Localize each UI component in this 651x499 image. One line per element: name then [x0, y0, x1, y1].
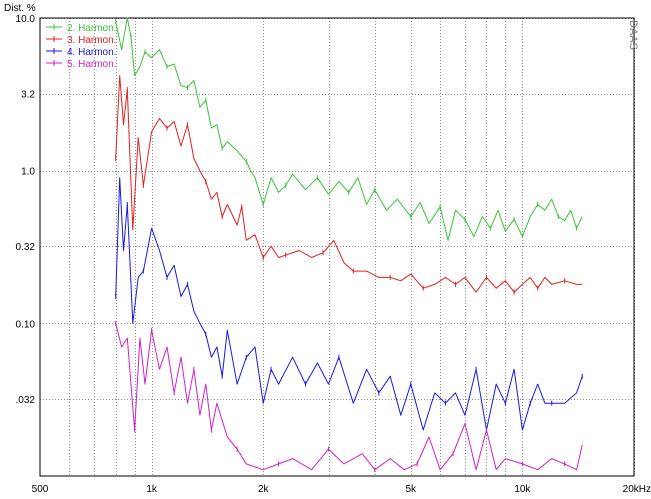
x-tick-label: 5k: [405, 484, 417, 495]
x-tick-label: 1k: [146, 484, 158, 495]
plot-frame: [39, 17, 635, 477]
legend-label: 4. Harmon.: [67, 47, 116, 58]
y-tick-label: 3.2: [21, 90, 35, 101]
legend-label: 2. Harmon.: [67, 23, 116, 34]
x-tick-label: 20kHz: [623, 484, 651, 495]
x-tick-label: 500: [32, 484, 49, 495]
series-line-5-harmonic: [115, 323, 583, 471]
legend-label: 5. Harmon.: [67, 59, 116, 70]
y-tick-label: 10.0: [16, 14, 36, 25]
x-tick-label: 10k: [514, 484, 531, 495]
legend-label: 3. Harmon.: [67, 35, 116, 46]
series-line-2-harmonic: [115, 17, 583, 241]
series-layer: [115, 17, 583, 473]
tick-labels: 500 1k 2k 5k 10k 20kHz 10.0 3.2 1.0 0.32 0.10 .032: [16, 14, 651, 495]
y-axis-label: Dist. %: [4, 3, 36, 14]
y-tick-label: 0.10: [16, 319, 36, 330]
watermark: DAAS: [627, 20, 639, 50]
legend: 2. Harmon.3. Harmon.4. Harmon.5. Harmon.: [46, 23, 116, 70]
y-tick-label: .032: [16, 395, 36, 406]
y-tick-label: 0.32: [16, 242, 36, 253]
x-tick-label: 2k: [258, 484, 270, 495]
series-line-3-harmonic: [115, 75, 583, 293]
y-tick-label: 1.0: [21, 167, 35, 178]
